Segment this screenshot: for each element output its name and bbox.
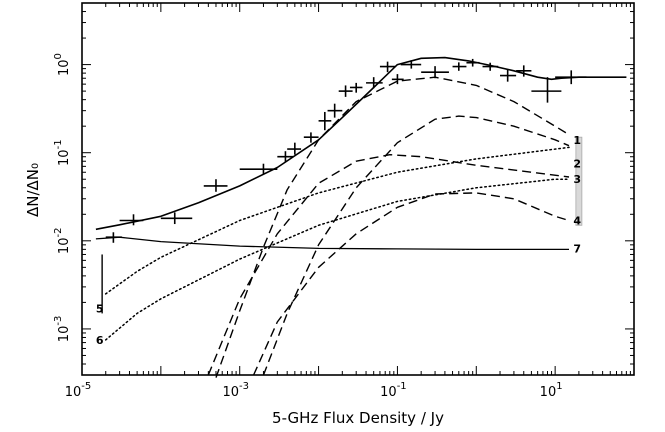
- x-tick-label: 10-5: [65, 381, 92, 400]
- series-line-5: [104, 146, 570, 295]
- curve-label-4: 4: [573, 215, 581, 228]
- series-line-7: [95, 236, 569, 251]
- curve-labels: 1 2 3 4 5 6 7: [96, 134, 581, 347]
- x-tick-label: 10-3: [222, 381, 249, 400]
- y-tick-exponent: -2: [53, 228, 64, 238]
- x-axis-label: 5-GHz Flux Density / Jy: [272, 409, 444, 427]
- x-tick-label: 101: [540, 381, 563, 400]
- series-line-6: [104, 178, 570, 341]
- y-tick-exponent: 0: [53, 53, 64, 59]
- x-tick-exponent: -3: [239, 381, 249, 392]
- series-line-3: [207, 154, 570, 376]
- y-tick-label: 100: [53, 53, 72, 76]
- series-line-4: [252, 192, 570, 376]
- curve-label-5: 5: [96, 303, 104, 316]
- legend-bar: [575, 136, 583, 226]
- y-tick-exponent: -1: [53, 139, 64, 149]
- x-tick-label: 10-1: [380, 381, 407, 400]
- curve-label-2: 2: [573, 158, 581, 171]
- x-tick-exponent: 1: [556, 381, 562, 392]
- x-tick-exponent: -5: [81, 381, 91, 392]
- curve-label-7: 7: [573, 242, 581, 255]
- x-tick-exponent: -1: [397, 381, 407, 392]
- y-tick-label: 10-3: [53, 316, 72, 343]
- series-line-total: [95, 56, 627, 231]
- y-axis-label: ΔN/ΔN₀: [24, 163, 42, 217]
- y-tick-exponent: -3: [53, 316, 64, 326]
- data-points: [101, 58, 587, 314]
- series-line-1: [215, 76, 570, 378]
- ticks: [81, 2, 635, 376]
- series: [95, 56, 627, 378]
- series-line-2: [262, 115, 570, 376]
- curve-label-1: 1: [573, 134, 581, 147]
- curve-label-6: 6: [96, 334, 104, 347]
- y-tick-label: 10-2: [53, 228, 72, 255]
- plot-frame: [81, 2, 635, 376]
- y-tick-label: 10-1: [53, 139, 72, 166]
- curve-label-3: 3: [573, 173, 581, 186]
